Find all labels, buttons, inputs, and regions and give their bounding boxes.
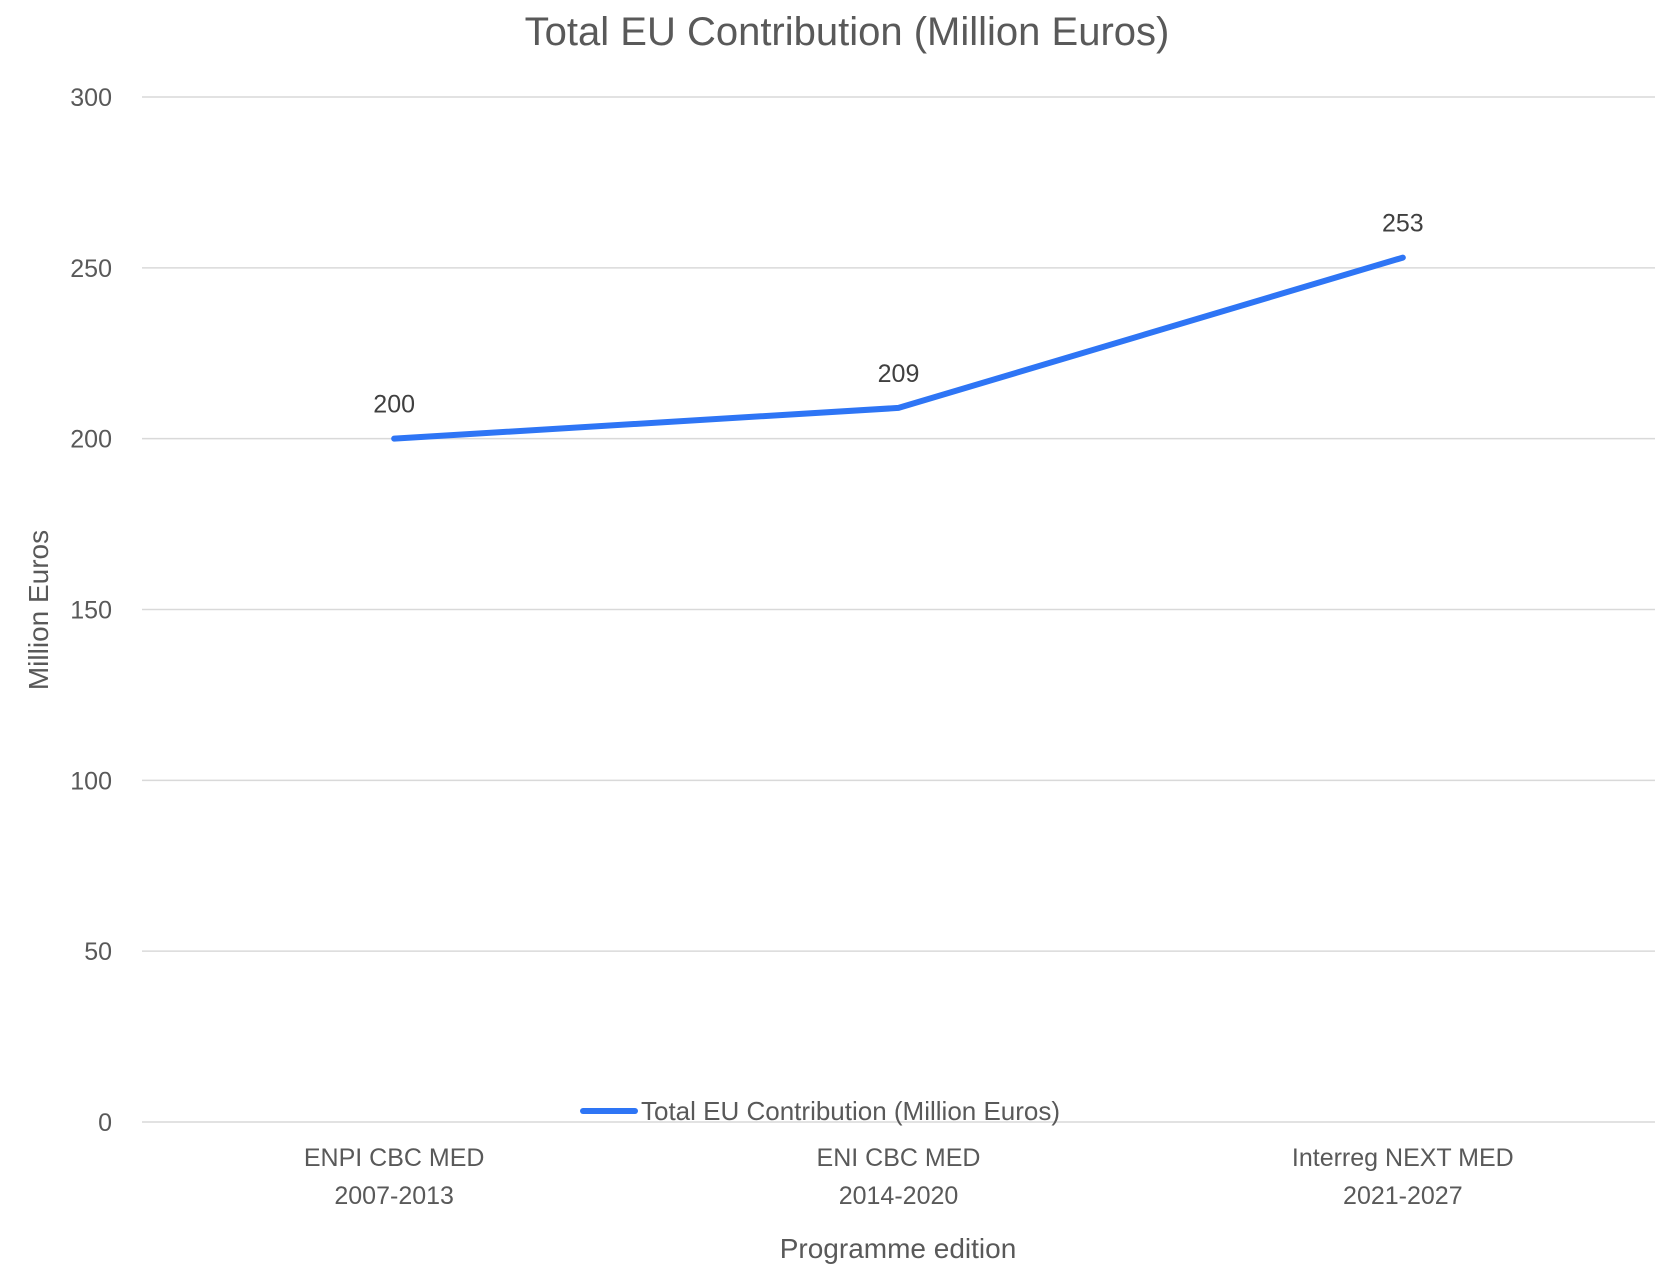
x-tick-label-line: Interreg NEXT MED xyxy=(1292,1144,1514,1172)
series-line xyxy=(391,254,1406,442)
y-tick-label: 200 xyxy=(70,426,112,454)
y-tick-label: 50 xyxy=(84,938,112,966)
data-label: 253 xyxy=(1382,210,1424,238)
x-tick-label: ENI CBC MED 2014-2020 xyxy=(817,1144,981,1210)
x-tick-label-line: 2014-2020 xyxy=(839,1182,959,1210)
x-axis-title: Programme edition xyxy=(780,1233,1017,1264)
data-label: 209 xyxy=(878,360,920,388)
y-tick-label: 300 xyxy=(70,84,112,112)
gridlines xyxy=(142,96,1655,1123)
x-axis-tick-labels: ENPI CBC MED 2007-2013 ENI CBC MED 2014-202… xyxy=(304,1144,1514,1210)
chart-title: Total EU Contribution (Million Euros) xyxy=(525,10,1170,54)
x-tick-label-line: 2007-2013 xyxy=(334,1182,454,1210)
data-label: 200 xyxy=(373,391,415,419)
x-tick-label-line: ENI CBC MED xyxy=(817,1144,981,1172)
legend: Total EU Contribution (Million Euros) xyxy=(580,1096,1060,1126)
x-tick-label-line: ENPI CBC MED xyxy=(304,1144,485,1172)
y-tick-label: 150 xyxy=(70,597,112,625)
x-tick-label-line: 2021-2027 xyxy=(1343,1182,1463,1210)
y-tick-label: 100 xyxy=(70,767,112,795)
series-layer: 200 209 253 xyxy=(373,210,1424,442)
y-axis-title: Million Euros xyxy=(23,530,54,690)
y-tick-label: 0 xyxy=(98,1109,112,1137)
x-tick-label: Interreg NEXT MED 2021-2027 xyxy=(1292,1144,1514,1210)
y-tick-label: 250 xyxy=(70,255,112,283)
legend-label: Total EU Contribution (Million Euros) xyxy=(641,1096,1060,1126)
y-axis-tick-labels: 0 50 100 150 200 250 300 xyxy=(70,84,112,1137)
x-tick-label: ENPI CBC MED 2007-2013 xyxy=(304,1144,485,1210)
